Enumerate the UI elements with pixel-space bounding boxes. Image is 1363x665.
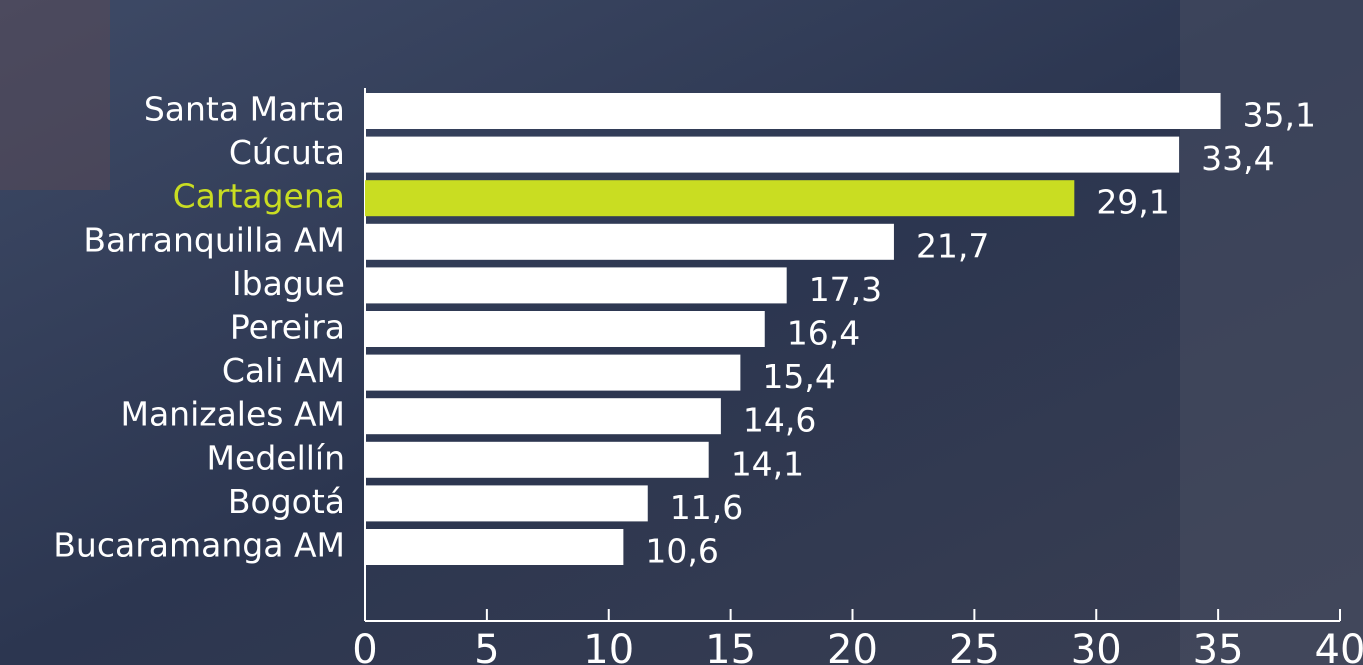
- x-tick-label: 0: [352, 627, 377, 665]
- background-shape: [0, 0, 110, 190]
- category-label: Bogotá: [228, 482, 345, 521]
- value-label: 33,4: [1201, 139, 1274, 178]
- value-label: 35,1: [1243, 96, 1316, 135]
- value-label: 10,6: [645, 532, 718, 571]
- category-label: Medellín: [207, 438, 345, 477]
- bar: [365, 267, 787, 304]
- x-tick-label: 10: [583, 627, 634, 665]
- bar: [365, 354, 741, 391]
- category-label: Bucaramanga AM: [53, 526, 345, 565]
- category-label: Santa Marta: [144, 90, 345, 129]
- bar: [365, 529, 624, 565]
- bar: [365, 180, 1075, 217]
- x-tick-label: 20: [827, 627, 878, 665]
- x-tick-label: 5: [474, 627, 499, 665]
- bar: [365, 311, 765, 347]
- category-label: Cúcuta: [229, 133, 345, 172]
- value-label: 15,4: [762, 357, 835, 396]
- bar: [365, 93, 1221, 129]
- bar: [365, 485, 648, 522]
- category-label: Manizales AM: [120, 395, 345, 434]
- value-label: 21,7: [916, 226, 989, 265]
- value-label: 16,4: [787, 314, 860, 353]
- x-tick-label: 25: [949, 627, 1000, 665]
- category-label: Cartagena: [173, 177, 345, 216]
- x-tick-label: 40: [1315, 627, 1363, 665]
- category-label: Pereira: [230, 308, 345, 347]
- bar: [365, 441, 709, 478]
- bar: [365, 398, 721, 435]
- x-tick-label: 15: [705, 627, 756, 665]
- x-tick-label: 35: [1193, 627, 1244, 665]
- category-label: Barranquilla AM: [83, 220, 345, 259]
- value-label: 14,1: [731, 444, 804, 483]
- value-label: 29,1: [1096, 183, 1169, 222]
- category-label: Ibague: [232, 264, 345, 303]
- value-label: 11,6: [670, 488, 743, 527]
- value-label: 14,6: [743, 401, 816, 440]
- bar: [365, 223, 894, 260]
- value-label: 17,3: [809, 270, 882, 309]
- x-tick-label: 30: [1071, 627, 1122, 665]
- category-label: Cali AM: [222, 351, 345, 390]
- bar: [365, 136, 1180, 173]
